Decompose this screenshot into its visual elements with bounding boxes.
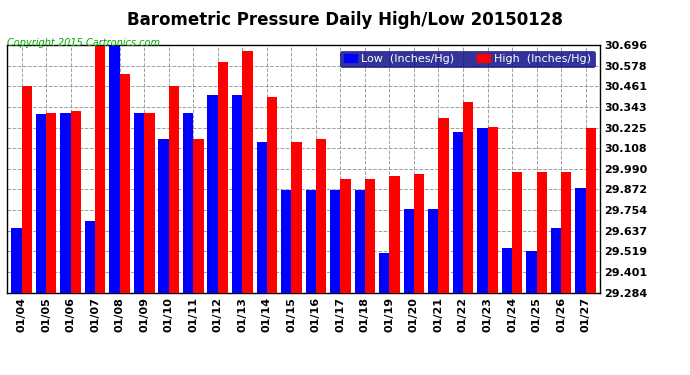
- Bar: [144, 112, 155, 292]
- Bar: [257, 142, 267, 292]
- Bar: [365, 179, 375, 292]
- Bar: [340, 179, 351, 292]
- Bar: [36, 114, 46, 292]
- Bar: [11, 228, 21, 292]
- Bar: [512, 172, 522, 292]
- Bar: [134, 112, 144, 292]
- Bar: [159, 139, 169, 292]
- Bar: [438, 118, 449, 292]
- Bar: [306, 190, 316, 292]
- Text: Barometric Pressure Daily High/Low 20150128: Barometric Pressure Daily High/Low 20150…: [127, 11, 563, 29]
- Bar: [110, 46, 119, 292]
- Bar: [575, 188, 586, 292]
- Bar: [477, 128, 488, 292]
- Bar: [316, 139, 326, 292]
- Bar: [551, 228, 561, 292]
- Bar: [379, 253, 389, 292]
- Bar: [218, 62, 228, 292]
- Bar: [183, 112, 193, 292]
- Bar: [355, 190, 365, 292]
- Bar: [537, 172, 547, 292]
- Bar: [85, 221, 95, 292]
- Bar: [119, 74, 130, 292]
- Text: Copyright 2015 Cartronics.com: Copyright 2015 Cartronics.com: [7, 38, 160, 48]
- Bar: [70, 111, 81, 292]
- Bar: [267, 97, 277, 292]
- Bar: [586, 128, 596, 292]
- Bar: [389, 176, 400, 292]
- Bar: [281, 190, 291, 292]
- Bar: [463, 102, 473, 292]
- Bar: [330, 190, 340, 292]
- Bar: [95, 46, 106, 292]
- Bar: [21, 86, 32, 292]
- Bar: [404, 209, 414, 292]
- Bar: [169, 86, 179, 292]
- Bar: [46, 112, 57, 292]
- Bar: [526, 251, 537, 292]
- Bar: [428, 209, 438, 292]
- Bar: [561, 172, 571, 292]
- Bar: [453, 132, 463, 292]
- Bar: [60, 112, 70, 292]
- Bar: [232, 95, 242, 292]
- Bar: [193, 139, 204, 292]
- Bar: [291, 142, 302, 292]
- Bar: [414, 174, 424, 292]
- Legend: Low  (Inches/Hg), High  (Inches/Hg): Low (Inches/Hg), High (Inches/Hg): [340, 51, 595, 68]
- Bar: [488, 127, 497, 292]
- Bar: [502, 248, 512, 292]
- Bar: [208, 95, 218, 292]
- Bar: [242, 51, 253, 292]
